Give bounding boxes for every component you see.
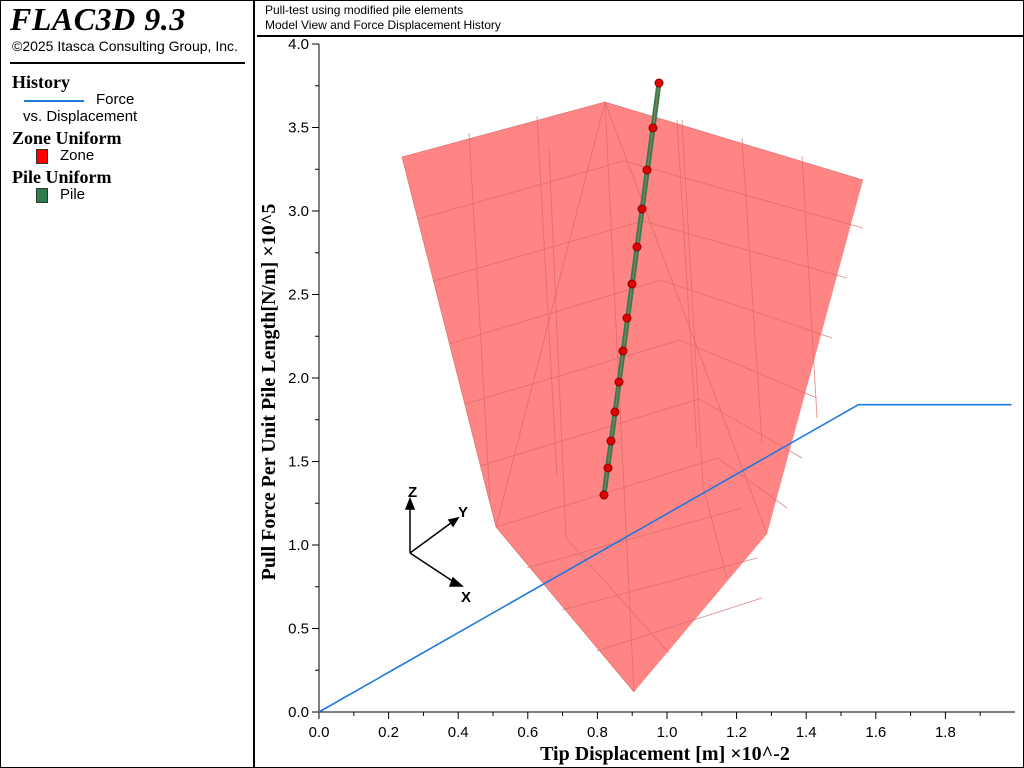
y-tick-label: 1.5 (288, 454, 309, 471)
y-axis-label: Pull Force Per Unit Pile Length[N/m] ×10… (258, 204, 280, 581)
chart-axes: 0.0 0.5 1.0 1.5 2.0 2.5 3.0 3.5 4.0 0.0 0.2 0.4 0.6 0… (288, 38, 1015, 741)
x-tick-label: 1.8 (935, 724, 956, 741)
pile-centerline (603, 82, 660, 496)
pile-node (599, 490, 609, 500)
y-tick-label: 1.0 (288, 537, 309, 554)
triad-label-z: Z (408, 484, 417, 501)
zone-heading: Zone Uniform (12, 128, 122, 148)
pile-node (654, 78, 664, 88)
pile-node (622, 313, 632, 323)
y-tick-label: 2.5 (288, 287, 309, 304)
plot-header: Pull-test using modified pile elements M… (257, 0, 1023, 37)
x-tick-label: 1.2 (726, 724, 747, 741)
pile-node (603, 463, 613, 473)
y-tick-label: 0.0 (288, 704, 309, 721)
app-title: FLAC3D 9.3 (10, 1, 186, 37)
triad-label-x: X (461, 589, 471, 606)
pile-node (618, 346, 628, 356)
x-tick-label: 0.4 (448, 724, 469, 741)
zone-grid (401, 101, 864, 693)
pile-heading: Pile Uniform (12, 167, 112, 187)
model-view: Z Y X (401, 78, 864, 693)
pile-node (632, 242, 642, 252)
pile-node (648, 123, 658, 133)
y-tick-label: 3.0 (288, 203, 309, 220)
series-line-force-displacement (318, 403, 1012, 713)
pile-node (642, 165, 652, 175)
x-tick-label: 1.6 (865, 724, 886, 741)
x-tick-label: 0.0 (309, 724, 330, 741)
zone-label: Zone (60, 147, 95, 164)
pile-node (614, 377, 624, 387)
x-tick-label: 0.6 (517, 724, 538, 741)
pile-node (606, 436, 616, 446)
pile-node (637, 204, 647, 214)
pile-node (610, 407, 620, 417)
history-label-displacement: vs. Displacement (23, 108, 138, 125)
header-line-2: Model View and Force Displacement Histor… (265, 18, 501, 32)
y-tick-label: 3.5 (288, 120, 309, 137)
x-tick-label: 1.0 (657, 724, 678, 741)
pile-swatch (36, 188, 48, 203)
plot-area: Z Y X 0.00.51.01.52.02.53.03.54.00.0 0.2 0… (258, 38, 1015, 765)
y-tick-label: 4.0 (288, 38, 309, 53)
x-axis-label: Tip Displacement [m] ×10^-2 (540, 743, 790, 765)
y-tick-label: 0.5 (288, 621, 309, 638)
x-tick-label: 0.2 (378, 724, 399, 741)
history-heading: History (12, 72, 70, 92)
chart-series (318, 403, 1012, 713)
y-tick-label: 2.0 (288, 370, 309, 387)
title-divider (10, 62, 245, 64)
history-label-force: Force (96, 91, 135, 108)
pile-nodes (599, 78, 664, 500)
pile-label: Pile (60, 186, 86, 203)
header-line-1: Pull-test using modified pile elements (265, 3, 464, 17)
triad-label-y: Y (458, 504, 468, 521)
history-line-swatch (24, 100, 84, 102)
axes-triad (404, 496, 464, 587)
zone-block-front (402, 102, 863, 692)
pile-node (627, 279, 637, 289)
zone-swatch (36, 149, 48, 164)
legend-panel: FLAC3D 9.3 ©2025 Itasca Consulting Group… (0, 0, 255, 768)
copyright: ©2025 Itasca Consulting Group, Inc. (12, 38, 238, 54)
x-tick-label: 1.4 (796, 724, 817, 741)
x-tick-label: 0.8 (587, 724, 608, 741)
